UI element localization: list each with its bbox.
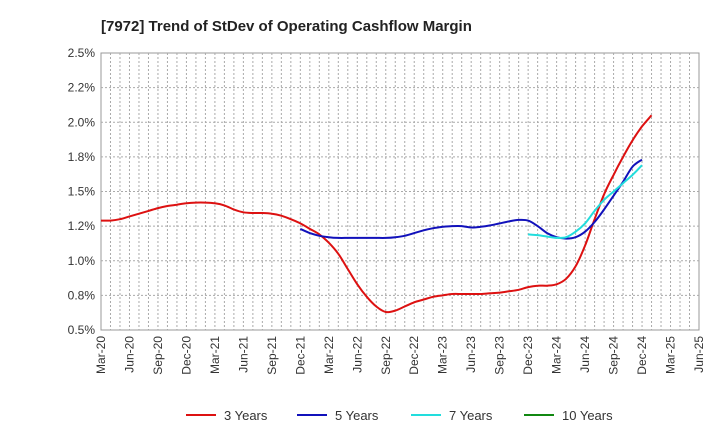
series-line-5-years — [299, 158, 643, 240]
x-tick-label: Mar-23 — [436, 336, 450, 374]
x-tick-label: Dec-21 — [293, 336, 307, 375]
x-tick-label: Dec-24 — [635, 336, 649, 375]
legend-label: 5 Years — [335, 408, 379, 423]
x-tick-label: Mar-20 — [94, 336, 108, 374]
legend-label: 7 Years — [449, 408, 493, 423]
x-tick-label: Dec-23 — [521, 336, 535, 375]
legend: 3 Years 5 Years 7 Years 10 Years — [186, 408, 613, 423]
plot-area — [100, 52, 700, 331]
x-tick-label: Sep-22 — [379, 336, 393, 375]
y-tick-label: 2.5% — [68, 46, 96, 60]
legend-label: 3 Years — [224, 408, 268, 423]
y-tick-label: 1.2% — [68, 219, 96, 233]
x-tick-label: Sep-23 — [493, 336, 507, 375]
y-tick-label: 0.5% — [68, 323, 96, 337]
y-tick-label: 1.8% — [68, 150, 96, 164]
chart-title: [7972] Trend of StDev of Operating Cashf… — [101, 18, 472, 35]
x-tick-label: Jun-24 — [578, 336, 592, 373]
y-tick-label: 0.8% — [68, 288, 96, 302]
y-tick-label: 2.0% — [68, 115, 96, 129]
x-tick-label: Mar-25 — [664, 336, 678, 374]
series-line-3-years — [100, 114, 653, 314]
series-line-7-years — [527, 164, 643, 239]
x-tick-label: Jun-20 — [122, 336, 136, 373]
y-tick-label: 1.5% — [68, 185, 96, 199]
legend-label: 10 Years — [562, 408, 613, 423]
x-tick-label: Dec-20 — [179, 336, 193, 375]
series-layer — [100, 114, 653, 314]
x-tick-label: Jun-21 — [236, 336, 250, 373]
x-tick-labels: Mar-20 Jun-20 Sep-20 Dec-20 Mar-21 Jun-21 Sep-… — [94, 336, 706, 375]
x-tick-label: Sep-20 — [151, 336, 165, 375]
y-tick-label: 1.0% — [68, 254, 96, 268]
y-tick-label: 2.2% — [68, 81, 96, 95]
x-tick-label: Mar-21 — [208, 336, 222, 374]
x-tick-label: Jun-23 — [464, 336, 478, 373]
x-tick-label: Jun-25 — [692, 336, 706, 373]
x-tick-label: Sep-21 — [265, 336, 279, 375]
x-tick-label: Jun-22 — [350, 336, 364, 373]
y-tick-labels: 0.5% 0.8% 1.0% 1.2% 1.5% 1.8% 2.0% 2.2% 2.5% — [68, 46, 96, 337]
x-tick-label: Mar-22 — [322, 336, 336, 374]
x-tick-label: Dec-22 — [407, 336, 421, 375]
x-tick-label: Mar-24 — [550, 336, 564, 374]
x-tick-label: Sep-24 — [607, 336, 621, 375]
